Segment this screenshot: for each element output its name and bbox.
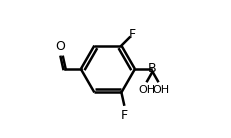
Text: OH: OH xyxy=(138,85,155,95)
Text: F: F xyxy=(120,109,127,122)
Text: OH: OH xyxy=(151,85,168,95)
Text: O: O xyxy=(55,40,65,53)
Text: B: B xyxy=(148,62,156,75)
Text: F: F xyxy=(128,28,135,41)
